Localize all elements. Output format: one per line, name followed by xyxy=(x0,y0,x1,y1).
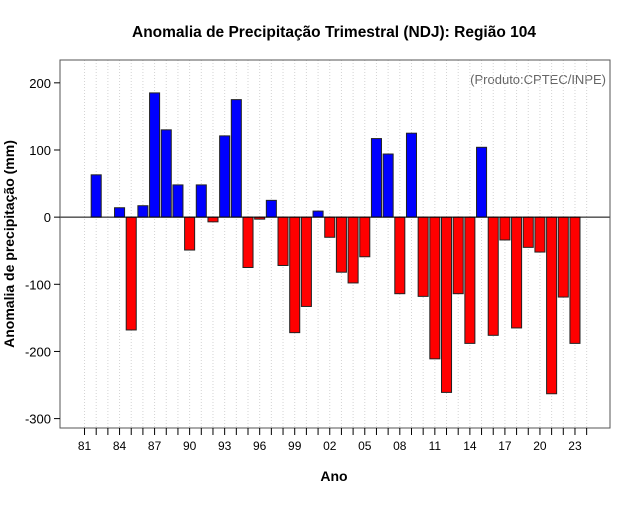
bar-2016 xyxy=(487,216,499,336)
bar-2008 xyxy=(394,216,406,295)
x-tick-label: 87 xyxy=(148,439,162,453)
bar-1986 xyxy=(137,205,149,218)
y-tick-label: 100 xyxy=(29,143,51,158)
bar-2023 xyxy=(569,216,581,344)
bar-1995 xyxy=(242,216,254,269)
bar-1990 xyxy=(184,216,196,251)
x-tick-label: 23 xyxy=(568,439,582,453)
bar-2006 xyxy=(370,138,382,218)
y-tick-label: 200 xyxy=(29,76,51,91)
x-tick-label: 81 xyxy=(78,439,92,453)
x-tick-label: 08 xyxy=(393,439,407,453)
credit-text: (Produto:CPTEC/INPE) xyxy=(470,72,606,87)
bar-2018 xyxy=(511,216,523,329)
x-tick-label: 90 xyxy=(183,439,197,453)
y-axis-label: Anomalia de precipitação (mm) xyxy=(1,140,17,348)
bar-2014 xyxy=(464,216,476,344)
x-tick-label: 96 xyxy=(253,439,267,453)
bar-2013 xyxy=(452,216,464,295)
x-tick-label: 11 xyxy=(429,439,442,453)
bar-2022 xyxy=(557,216,569,298)
bar-2002 xyxy=(324,216,336,238)
bar-1991 xyxy=(195,184,207,218)
bar-2011 xyxy=(429,216,441,360)
bar-1998 xyxy=(277,216,289,266)
bar-1982 xyxy=(90,174,102,218)
bar-2007 xyxy=(382,153,394,218)
bar-2001 xyxy=(312,210,324,218)
y-tick-label: -300 xyxy=(25,412,51,427)
bar-2012 xyxy=(440,216,453,393)
bar-2017 xyxy=(499,216,511,241)
bar-2010 xyxy=(417,216,429,297)
x-tick-label: 14 xyxy=(463,439,477,453)
x-tick-label: 05 xyxy=(358,439,372,453)
bar-1987 xyxy=(149,92,161,218)
bar-2000 xyxy=(300,216,312,307)
bar-2015 xyxy=(476,146,488,218)
x-tick-label: 20 xyxy=(533,439,547,453)
y-tick-label: 0 xyxy=(44,210,51,225)
x-axis-label: Ano xyxy=(320,468,347,484)
bar-2009 xyxy=(405,132,418,218)
bar-2021 xyxy=(546,216,558,395)
x-tick-label: 02 xyxy=(323,439,337,453)
bar-2019 xyxy=(522,216,534,248)
x-tick-label: 84 xyxy=(113,439,127,453)
bar-1989 xyxy=(172,184,184,218)
bar-1993 xyxy=(219,135,231,218)
y-tick-label: -100 xyxy=(25,277,51,292)
x-tick-label: 17 xyxy=(498,439,512,453)
bar-2004 xyxy=(347,216,359,284)
bar-1994 xyxy=(230,99,242,218)
bar-1992 xyxy=(207,216,219,223)
bar-1985 xyxy=(125,216,137,331)
bar-1988 xyxy=(160,129,172,218)
x-tick-label: 93 xyxy=(218,439,232,453)
bar-1999 xyxy=(289,216,301,334)
bar-1984 xyxy=(114,207,126,218)
bar-2003 xyxy=(335,216,347,273)
bar-2020 xyxy=(534,216,546,253)
y-tick-label: -200 xyxy=(25,344,51,359)
bar-1997 xyxy=(265,199,277,218)
plot-frame xyxy=(59,59,611,429)
bar-2005 xyxy=(359,216,371,258)
x-tick-label: 99 xyxy=(288,439,302,453)
chart-title: Anomalia de Precipitação Trimestral (NDJ… xyxy=(132,24,536,41)
